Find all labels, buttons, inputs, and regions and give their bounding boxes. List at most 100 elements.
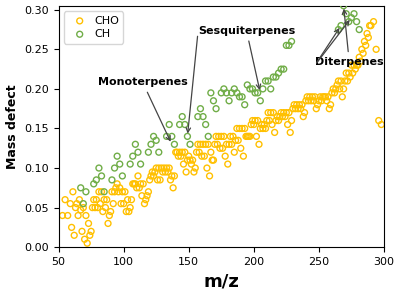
- CHO: [139, 193, 145, 198]
- CHO: [200, 142, 206, 147]
- CHO: [161, 166, 167, 170]
- CHO: [190, 158, 196, 163]
- CH: [275, 71, 282, 75]
- CHO: [240, 154, 246, 159]
- Y-axis label: Mass defect: Mass defect: [6, 84, 18, 169]
- CHO: [239, 126, 245, 131]
- CHO: [274, 114, 280, 119]
- CHO: [318, 98, 325, 103]
- Legend: CHO, CH: CHO, CH: [64, 11, 124, 44]
- CHO: [110, 201, 116, 206]
- CHO: [180, 162, 187, 166]
- CHO: [261, 122, 268, 127]
- CHO: [236, 126, 243, 131]
- CHO: [242, 126, 248, 131]
- CHO: [104, 197, 110, 202]
- CHO: [357, 59, 364, 64]
- CHO: [268, 110, 274, 115]
- CHO: [366, 23, 373, 28]
- CHO: [183, 170, 189, 174]
- CHO: [316, 98, 322, 103]
- CH: [268, 86, 274, 91]
- CH: [182, 122, 188, 127]
- CHO: [223, 142, 230, 147]
- CHO: [234, 126, 240, 131]
- CHO: [303, 98, 309, 103]
- CHO: [176, 150, 183, 155]
- CHO: [226, 142, 232, 147]
- CHO: [172, 150, 179, 155]
- CHO: [320, 94, 326, 99]
- CH: [221, 86, 227, 91]
- CH: [153, 138, 159, 143]
- CH: [278, 67, 284, 72]
- CHO: [118, 201, 124, 206]
- CHO: [322, 94, 328, 99]
- CH: [213, 106, 219, 111]
- CHO: [332, 86, 339, 91]
- CHO: [347, 75, 353, 79]
- CHO: [59, 213, 66, 218]
- CHO: [135, 173, 141, 178]
- CH: [80, 201, 86, 206]
- CHO: [179, 150, 186, 155]
- CHO: [294, 102, 300, 107]
- CH: [195, 114, 201, 119]
- CHO: [210, 158, 217, 163]
- CHO: [265, 110, 271, 115]
- CHO: [166, 166, 172, 170]
- CH: [252, 91, 258, 95]
- CHO: [304, 94, 310, 99]
- CHO: [114, 181, 120, 186]
- CH: [280, 67, 287, 72]
- CH: [288, 39, 295, 44]
- CHO: [145, 189, 152, 194]
- CHO: [364, 31, 370, 36]
- CHO: [232, 138, 239, 143]
- CHO: [221, 134, 227, 139]
- CH: [338, 23, 344, 28]
- CHO: [205, 142, 212, 147]
- CHO: [257, 126, 264, 131]
- CH: [226, 98, 232, 103]
- CHO: [120, 201, 127, 206]
- CH: [179, 114, 186, 119]
- CHO: [336, 86, 343, 91]
- CH: [114, 154, 120, 159]
- CHO: [154, 178, 161, 182]
- CHO: [70, 189, 76, 194]
- CHO: [343, 71, 350, 75]
- CHO: [64, 213, 71, 218]
- CHO: [272, 130, 278, 135]
- CHO: [192, 166, 198, 170]
- CHO: [219, 146, 226, 151]
- CHO: [339, 94, 346, 99]
- CHO: [89, 205, 96, 210]
- CHO: [327, 102, 334, 107]
- CH: [354, 19, 360, 24]
- CHO: [198, 154, 205, 159]
- CH: [244, 83, 250, 87]
- CHO: [313, 106, 320, 111]
- CHO: [93, 197, 100, 202]
- CHO: [250, 122, 257, 127]
- CHO: [310, 98, 317, 103]
- CH: [137, 162, 144, 166]
- CHO: [85, 221, 92, 226]
- CHO: [149, 170, 156, 174]
- CHO: [191, 170, 197, 174]
- CHO: [212, 142, 218, 147]
- CHO: [331, 91, 338, 95]
- CH: [132, 142, 138, 147]
- CHO: [174, 150, 180, 155]
- CH: [348, 15, 355, 20]
- CH: [351, 11, 357, 16]
- CHO: [96, 189, 102, 194]
- CHO: [153, 166, 159, 170]
- CH: [176, 122, 183, 127]
- CHO: [354, 63, 360, 67]
- CH: [356, 27, 362, 32]
- CH: [254, 91, 261, 95]
- CHO: [365, 35, 372, 40]
- CHO: [82, 237, 88, 242]
